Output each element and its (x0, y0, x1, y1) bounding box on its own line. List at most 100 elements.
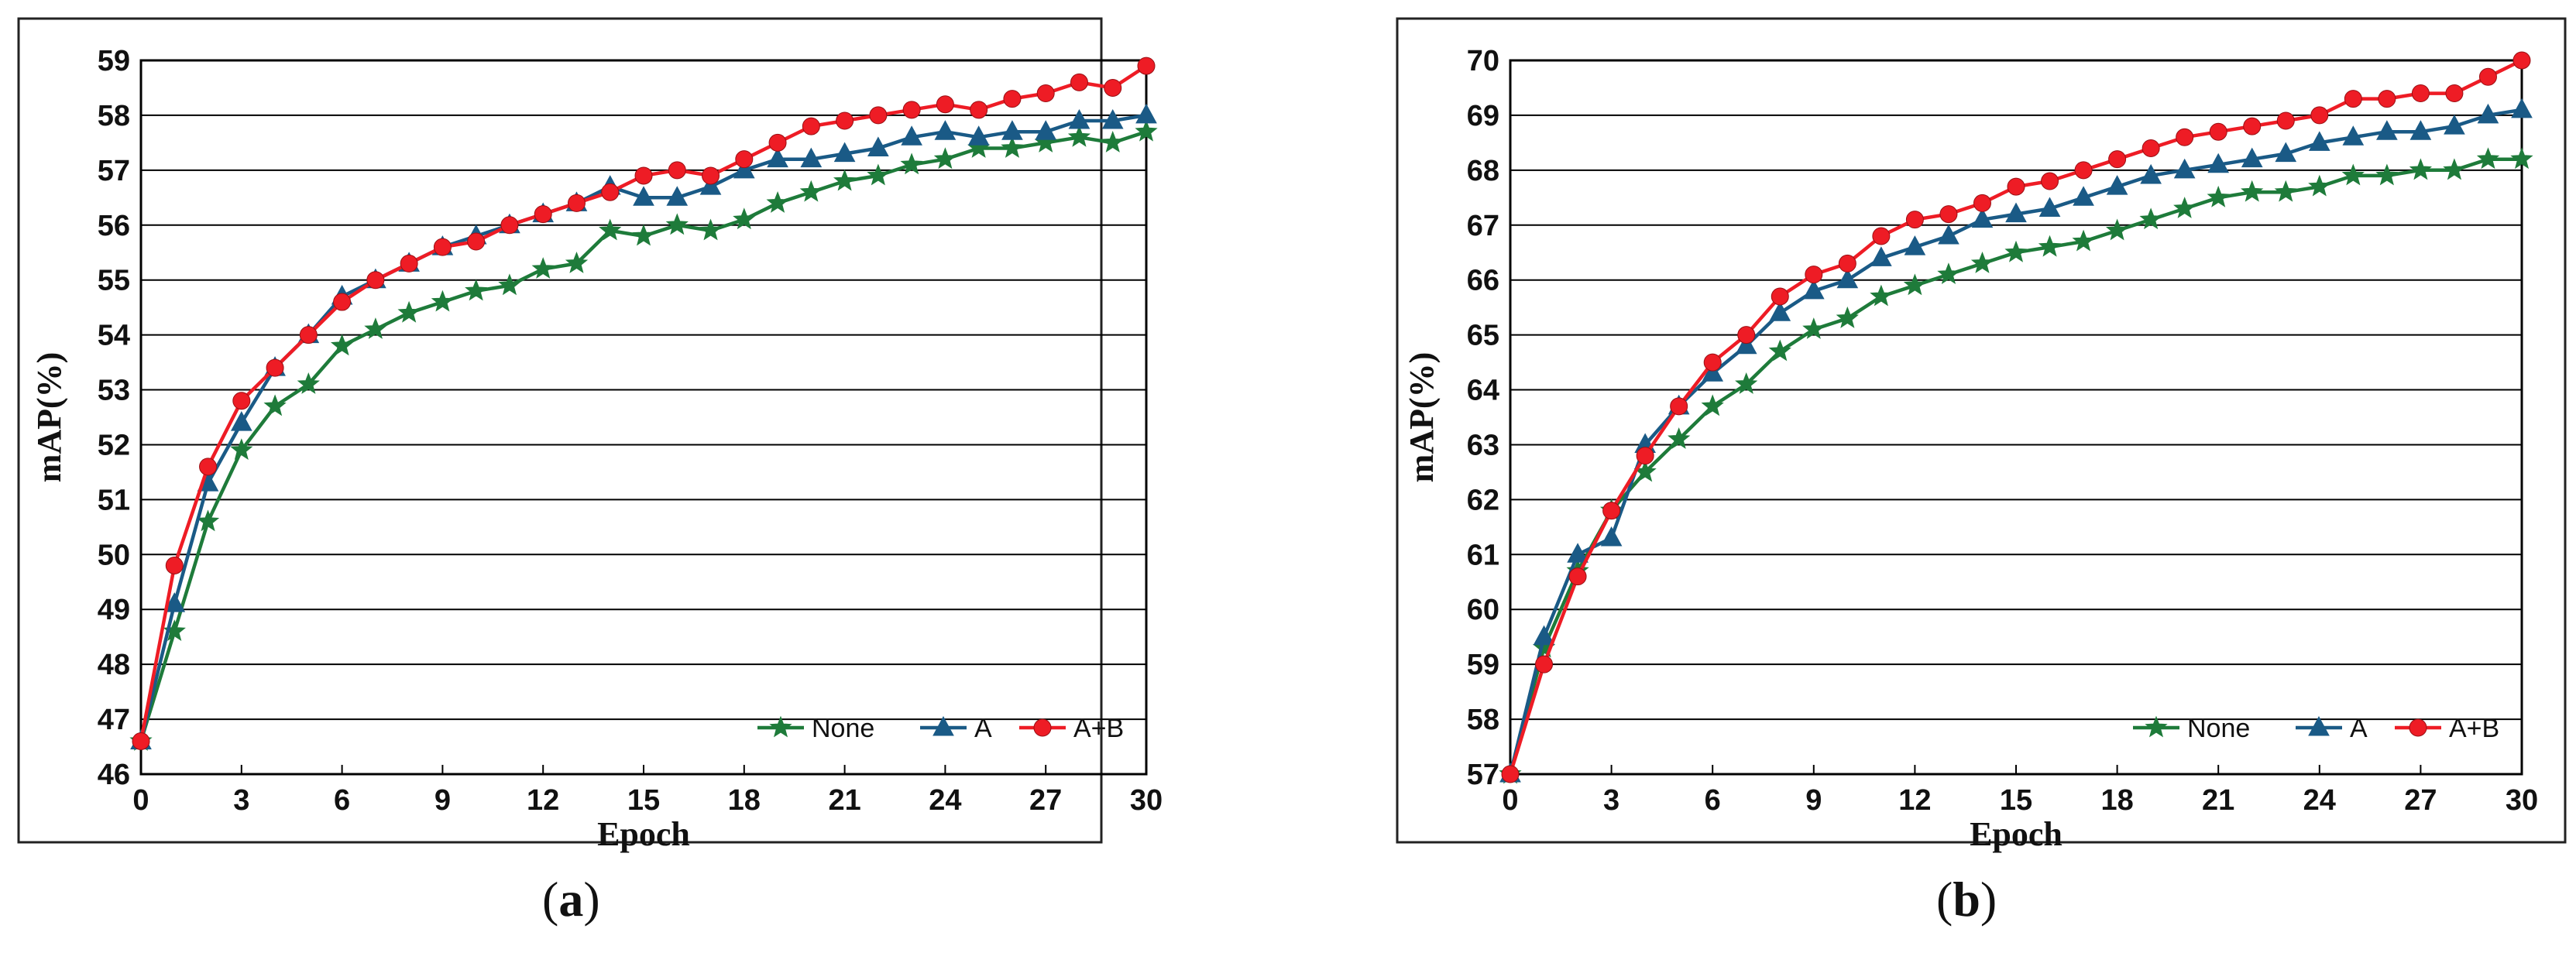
y-tick-label: 54 (98, 320, 130, 352)
data-point (2038, 197, 2061, 217)
data-point (1535, 655, 1554, 674)
data-point (1769, 301, 1791, 321)
x-tick-label: 0 (1502, 784, 1518, 817)
legend-marker (769, 715, 792, 738)
data-point (1735, 372, 1758, 394)
data-point (1904, 235, 1926, 255)
data-point (230, 411, 252, 431)
x-tick-label: 6 (1705, 784, 1721, 817)
data-point (366, 271, 385, 290)
y-tick-label: 66 (1467, 265, 1499, 297)
data-point (1836, 306, 1859, 328)
x-tick-label: 12 (1898, 784, 1931, 817)
data-point (936, 95, 954, 114)
x-tick-label: 12 (527, 784, 559, 817)
x-tick-label: 9 (434, 784, 451, 817)
data-point (2443, 158, 2466, 180)
data-point (1567, 543, 1589, 563)
data-point (531, 257, 555, 279)
series-a-plus-b (132, 57, 1156, 750)
data-point (1670, 397, 1688, 416)
data-point (1568, 567, 1587, 586)
data-point (1903, 273, 1927, 296)
data-point (132, 732, 150, 750)
y-tick-label: 67 (1467, 210, 1499, 242)
data-point (2478, 67, 2497, 86)
data-point (1068, 108, 1091, 129)
series-none (129, 119, 1158, 751)
data-point (1973, 194, 1991, 212)
data-point (2510, 147, 2533, 170)
y-tick-label: 68 (1467, 155, 1499, 187)
data-point (967, 125, 990, 146)
data-point (2007, 177, 2025, 196)
data-point (2176, 128, 2194, 146)
legend: None A A+B (757, 714, 1124, 743)
data-point (397, 300, 421, 323)
y-tick-label: 46 (98, 759, 130, 791)
data-point (2409, 158, 2433, 180)
data-point (364, 317, 387, 339)
data-point (1137, 57, 1156, 75)
chart-frame (17, 17, 1103, 844)
data-point (2342, 125, 2365, 146)
data-point (2108, 150, 2127, 169)
data-point (633, 186, 654, 206)
data-point (599, 218, 622, 241)
y-tick-label: 59 (98, 45, 130, 77)
x-tick-label: 18 (2100, 784, 2133, 817)
data-point (1737, 326, 1756, 344)
data-point (1735, 334, 1757, 355)
data-point (2142, 139, 2160, 157)
data-point (2139, 207, 2162, 230)
data-point (1067, 125, 1091, 147)
legend-label: None (812, 714, 874, 743)
legend-marker (2145, 715, 2168, 738)
data-point (1135, 103, 1157, 124)
data-point (199, 458, 218, 476)
x-tick-label: 21 (2202, 784, 2234, 817)
chart-frame (1396, 17, 2567, 844)
data-point (632, 224, 655, 246)
y-tick-label: 52 (98, 429, 130, 461)
data-point (433, 238, 452, 256)
data-point (2074, 161, 2093, 180)
data-point (869, 106, 888, 125)
data-point (800, 147, 823, 168)
y-tick-label: 69 (1467, 100, 1499, 132)
data-point (163, 592, 186, 612)
data-point (668, 161, 686, 180)
y-tick-label: 60 (1467, 594, 1499, 626)
data-point (2140, 163, 2162, 184)
x-tick-label: 30 (2506, 784, 2538, 817)
y-tick-label: 65 (1467, 320, 1499, 352)
data-point (634, 166, 653, 185)
data-point (833, 142, 856, 163)
y-tick-label: 58 (1467, 704, 1499, 736)
x-tick-label: 24 (929, 784, 961, 817)
data-point (2173, 197, 2196, 218)
data-point (2477, 103, 2499, 124)
data-point (2344, 90, 2362, 108)
data-point (2243, 117, 2262, 135)
data-point (900, 153, 923, 175)
data-point (735, 150, 754, 169)
data-point (2444, 115, 2465, 135)
data-point (1771, 287, 1789, 306)
data-point (2445, 84, 2464, 103)
data-point (567, 194, 586, 212)
data-point (1636, 447, 1654, 465)
data-point (2512, 51, 2531, 70)
data-point (196, 509, 220, 532)
y-axis-title: mAP(%) (1403, 352, 1441, 483)
y-tick-label: 49 (98, 594, 130, 626)
data-point (970, 101, 988, 119)
data-point (666, 186, 689, 206)
data-point (263, 394, 287, 416)
data-point (2409, 120, 2432, 140)
data-point (2207, 185, 2230, 207)
y-tick-label: 59 (1467, 649, 1499, 681)
data-point (802, 117, 820, 135)
data-point (431, 290, 455, 312)
